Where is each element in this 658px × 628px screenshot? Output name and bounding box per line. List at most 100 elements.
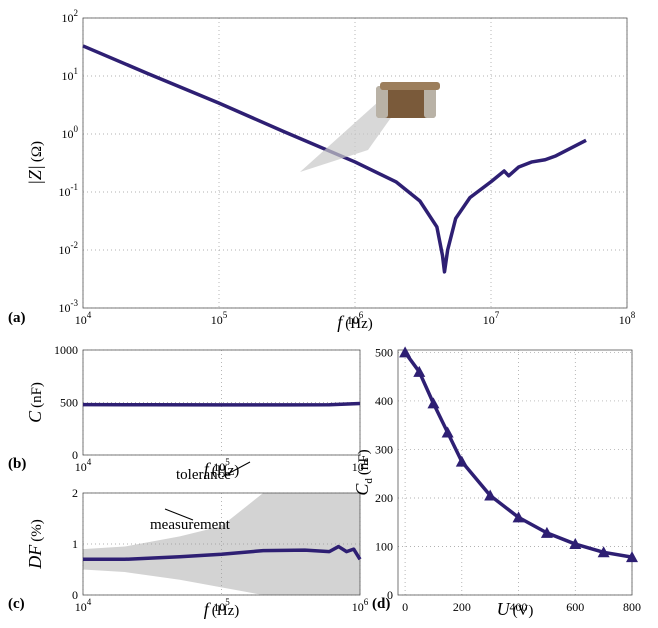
tick-base: 10 bbox=[75, 313, 87, 327]
tick-exponent: 2 bbox=[74, 8, 79, 18]
x-axis-label: U (V) bbox=[497, 599, 534, 619]
tick-exponent: 4 bbox=[87, 457, 92, 467]
y-tick-label: 300 bbox=[375, 442, 393, 456]
data-marker bbox=[399, 346, 412, 358]
data-marker bbox=[569, 538, 582, 550]
axis-unit: (%) bbox=[29, 519, 45, 542]
plot-frame bbox=[397, 349, 633, 596]
tick-exponent: 5 bbox=[225, 457, 230, 467]
tick-exponent: 4 bbox=[87, 310, 92, 320]
data-marker bbox=[427, 397, 440, 409]
tick-exponent: 5 bbox=[225, 597, 230, 607]
axis-sub: d bbox=[363, 478, 375, 484]
x-axis-label: f (Hz) bbox=[204, 599, 240, 619]
y-tick-label: 0 bbox=[72, 588, 78, 602]
axis-unit: (V) bbox=[513, 603, 534, 619]
data-marker bbox=[626, 551, 638, 563]
annotation: measurement bbox=[150, 517, 231, 533]
x-tick-label: 108 bbox=[619, 310, 636, 327]
tick-base: 10 bbox=[352, 600, 364, 614]
y-tick-label: 10-3 bbox=[59, 298, 79, 315]
plot-frame bbox=[82, 349, 361, 456]
y-tick-label: 1000 bbox=[54, 343, 78, 357]
tick-base: 10 bbox=[62, 11, 74, 25]
x-tick-label: 0 bbox=[402, 600, 408, 614]
y-tick-label: 0 bbox=[387, 588, 393, 602]
x-axis-label: f (Hz) bbox=[204, 459, 240, 479]
annotation-leader bbox=[221, 461, 251, 478]
plot-frame bbox=[82, 492, 361, 596]
y-tick-label: 100 bbox=[375, 539, 393, 553]
y-tick-label: 200 bbox=[375, 491, 393, 505]
x-tick-label: 200 bbox=[453, 600, 471, 614]
axis-var: f bbox=[337, 312, 345, 332]
panel-label: (c) bbox=[8, 596, 25, 612]
tick-base: 10 bbox=[213, 600, 225, 614]
tick-exponent: -2 bbox=[71, 240, 79, 250]
axis-var: f bbox=[204, 459, 212, 479]
x-tick-label: 800 bbox=[623, 600, 641, 614]
tick-base: 10 bbox=[59, 185, 71, 199]
y-axis-label: |Z| (Ω) bbox=[25, 141, 45, 185]
x-tick-label: 105 bbox=[213, 597, 230, 614]
data-marker bbox=[413, 365, 426, 377]
x-axis-label: f (Hz) bbox=[337, 312, 373, 332]
data-marker bbox=[484, 489, 497, 501]
tick-base: 10 bbox=[347, 313, 359, 327]
panel-label: (b) bbox=[8, 456, 26, 472]
tick-base: 10 bbox=[213, 460, 225, 474]
x-tick-label: 106 bbox=[352, 457, 369, 474]
tick-exponent: 4 bbox=[87, 597, 92, 607]
tick-exponent: -1 bbox=[71, 182, 79, 192]
tick-base: 10 bbox=[619, 313, 631, 327]
y-tick-label: 2 bbox=[72, 486, 78, 500]
axis-unit: (Hz) bbox=[212, 603, 239, 619]
data-marker bbox=[540, 526, 553, 538]
y-tick-label: 500 bbox=[375, 345, 393, 359]
axis-var: f bbox=[204, 599, 212, 619]
axis-unit: (nF) bbox=[356, 449, 372, 475]
axis-var: C bbox=[352, 483, 372, 496]
data-marker bbox=[441, 426, 454, 438]
tick-exponent: 6 bbox=[359, 310, 364, 320]
tick-exponent: 6 bbox=[364, 457, 369, 467]
y-axis-label: C (nF) bbox=[25, 382, 45, 423]
x-tick-label: 104 bbox=[75, 457, 92, 474]
tick-base: 10 bbox=[75, 600, 87, 614]
y-axis-label: DF (%) bbox=[25, 519, 45, 570]
y-tick-label: 102 bbox=[62, 8, 79, 25]
data-line bbox=[82, 401, 361, 407]
tick-exponent: 5 bbox=[223, 310, 228, 320]
y-tick-label: 500 bbox=[60, 396, 78, 410]
x-tick-label: 107 bbox=[483, 310, 500, 327]
y-tick-label: 10-1 bbox=[59, 182, 79, 199]
y-tick-label: 100 bbox=[62, 124, 79, 141]
tick-exponent: 0 bbox=[74, 124, 79, 134]
tick-base: 10 bbox=[352, 460, 364, 474]
axis-var: |Z| bbox=[25, 165, 45, 185]
axis-unit: (Hz) bbox=[345, 316, 372, 332]
tick-base: 10 bbox=[59, 243, 71, 257]
y-tick-label: 101 bbox=[62, 66, 79, 83]
axis-unit: (nF) bbox=[29, 382, 45, 408]
axis-var: U bbox=[497, 599, 511, 619]
axis-var: DF bbox=[25, 544, 45, 570]
x-tick-label: 105 bbox=[211, 310, 228, 327]
x-tick-label: 600 bbox=[566, 600, 584, 614]
x-tick-label: 104 bbox=[75, 310, 92, 327]
annotation: tolerance bbox=[176, 467, 231, 483]
y-tick-label: 400 bbox=[375, 394, 393, 408]
tick-exponent: 7 bbox=[495, 310, 500, 320]
data-line bbox=[83, 544, 362, 562]
tick-base: 10 bbox=[211, 313, 223, 327]
data-line bbox=[82, 44, 587, 274]
y-tick-label: 0 bbox=[72, 448, 78, 462]
tick-base: 10 bbox=[62, 69, 74, 83]
data-marker bbox=[455, 455, 468, 467]
x-tick-label: 104 bbox=[75, 597, 92, 614]
tick-exponent: 8 bbox=[631, 310, 636, 320]
data-marker bbox=[597, 546, 610, 558]
panel-label: (d) bbox=[372, 596, 390, 612]
x-tick-label: 400 bbox=[510, 600, 528, 614]
